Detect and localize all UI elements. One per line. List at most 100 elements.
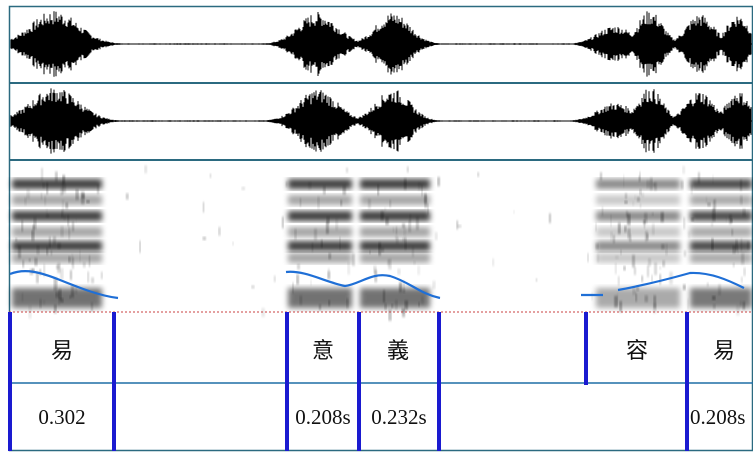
spectrogram-band bbox=[596, 211, 680, 221]
spectrogram-speckle bbox=[662, 260, 665, 267]
duration-label-1[interactable]: 0.302 bbox=[38, 405, 85, 429]
spectrogram-speckle bbox=[713, 304, 716, 309]
spectrogram-speckle bbox=[645, 295, 648, 303]
spectrogram-speckle bbox=[623, 174, 625, 187]
tier-boundaries[interactable] bbox=[8, 312, 689, 451]
spectrogram-speckle bbox=[323, 186, 326, 195]
spectrogram-speckle bbox=[688, 231, 690, 239]
spectrogram-speckle bbox=[413, 261, 416, 265]
syllable-label-5[interactable]: 易 bbox=[713, 339, 735, 364]
spectrogram-speckle bbox=[418, 302, 420, 307]
syllable-label-3[interactable]: 義 bbox=[387, 339, 409, 364]
spectrogram-speckle bbox=[91, 302, 93, 312]
spectrogram-speckle bbox=[388, 309, 392, 321]
spectrogram-speckle bbox=[665, 243, 668, 256]
waveform-channel-1[interactable] bbox=[10, 11, 752, 77]
spectrogram-speckle bbox=[627, 213, 631, 226]
spectrogram-speckle bbox=[625, 211, 628, 217]
spectrogram-speckle bbox=[328, 253, 331, 260]
pitch-segment bbox=[617, 271, 745, 292]
spectrogram-speckle bbox=[492, 258, 494, 267]
spectrogram-speckle bbox=[326, 221, 329, 234]
spectrogram-speckle bbox=[46, 182, 49, 195]
duration-label-4[interactable]: 0.208s bbox=[690, 405, 745, 429]
spectrogram-speckle bbox=[203, 236, 206, 241]
spectrogram-speckle bbox=[391, 303, 394, 309]
spectrogram-speckle bbox=[42, 183, 45, 189]
spectrogram-speckle bbox=[55, 171, 58, 182]
spectrogram-speckle bbox=[46, 209, 48, 214]
spectrogram-band bbox=[12, 253, 102, 263]
spectrogram-speckle bbox=[417, 265, 420, 275]
spectrogram-speckle bbox=[730, 218, 733, 223]
spectrogram-speckle bbox=[24, 197, 27, 206]
spectrogram-speckle bbox=[44, 195, 46, 206]
spectrogram-speckle bbox=[296, 274, 299, 285]
spectrogram-speckle bbox=[384, 303, 387, 310]
spectrogram-speckle bbox=[352, 253, 355, 266]
spectrogram-speckle bbox=[620, 249, 622, 255]
spectrogram-speckle bbox=[22, 260, 24, 268]
spectrogram-speckle bbox=[15, 238, 18, 242]
spectrogram-speckle bbox=[712, 206, 715, 211]
spectrogram-speckle bbox=[614, 295, 618, 308]
spectrogram-speckle bbox=[46, 247, 48, 255]
spectrogram-speckle bbox=[297, 264, 300, 270]
spectrogram-speckle bbox=[387, 259, 390, 266]
spectrogram-speckle bbox=[412, 247, 414, 257]
spectrogram-speckle bbox=[714, 199, 717, 210]
spectrogram-band bbox=[12, 241, 102, 251]
spectrogram-speckle bbox=[61, 182, 64, 195]
syllable-label-4[interactable]: 容 bbox=[626, 339, 648, 364]
spectrogram-band bbox=[690, 211, 752, 221]
spectrogram-speckle bbox=[654, 262, 657, 275]
spectrogram-speckle bbox=[421, 296, 424, 305]
spectrogram-speckle bbox=[144, 165, 147, 174]
spectrogram-speckle bbox=[21, 220, 24, 232]
spectrogram-speckle bbox=[389, 200, 391, 208]
spectrogram-speckle bbox=[737, 245, 739, 254]
spectrogram-band bbox=[360, 211, 430, 221]
spectrogram-low-band bbox=[360, 288, 430, 308]
spectrogram-speckle bbox=[617, 276, 620, 286]
waveform-channel-2[interactable] bbox=[10, 88, 752, 154]
spectrogram-speckle bbox=[58, 289, 62, 300]
spectrogram-speckle bbox=[69, 295, 71, 299]
spectrogram-speckle bbox=[632, 286, 636, 295]
spectrogram-band bbox=[12, 227, 102, 237]
spectrogram-speckle bbox=[646, 180, 650, 189]
spectrogram-speckle bbox=[87, 271, 89, 283]
spectrogram-speckle bbox=[378, 242, 381, 256]
spectrogram-band bbox=[360, 227, 430, 237]
spectrogram-speckle bbox=[711, 238, 714, 250]
spectrogram-speckle bbox=[57, 242, 61, 249]
spectrogram-speckle bbox=[31, 230, 35, 241]
spectrogram-speckle bbox=[741, 253, 744, 265]
spectrogram-speckle bbox=[392, 227, 394, 233]
duration-label-3[interactable]: 0.232s bbox=[371, 405, 426, 429]
spectrogram-band bbox=[288, 211, 352, 221]
duration-label-2[interactable]: 0.208s bbox=[295, 405, 350, 429]
syllable-label-2[interactable]: 意 bbox=[312, 339, 334, 364]
spectrogram-speckle bbox=[91, 277, 94, 284]
syllable-label-1[interactable]: 易 bbox=[51, 339, 73, 364]
spectrogram-band bbox=[360, 241, 430, 251]
spectrogram-speckle bbox=[403, 288, 405, 293]
spectrogram-speckle bbox=[681, 180, 684, 190]
spectrogram-speckle bbox=[346, 298, 349, 309]
spectrogram-speckle bbox=[707, 202, 711, 207]
spectrogram-speckle bbox=[36, 271, 39, 284]
spectrogram-speckle bbox=[610, 214, 612, 227]
spectrogram-panel[interactable] bbox=[12, 165, 753, 321]
spectrogram-speckle bbox=[736, 305, 740, 316]
spectrogram-speckle bbox=[75, 285, 77, 294]
spectrogram-speckle bbox=[654, 182, 657, 191]
spectrogram-speckle bbox=[632, 201, 634, 206]
spectrogram-speckle bbox=[369, 250, 371, 254]
spectrogram-speckle bbox=[380, 211, 384, 221]
spectrogram-speckle bbox=[71, 285, 74, 298]
spectrogram-speckle bbox=[652, 212, 654, 216]
spectrogram-speckle bbox=[741, 276, 743, 283]
spectrogram-speckle bbox=[549, 213, 551, 223]
